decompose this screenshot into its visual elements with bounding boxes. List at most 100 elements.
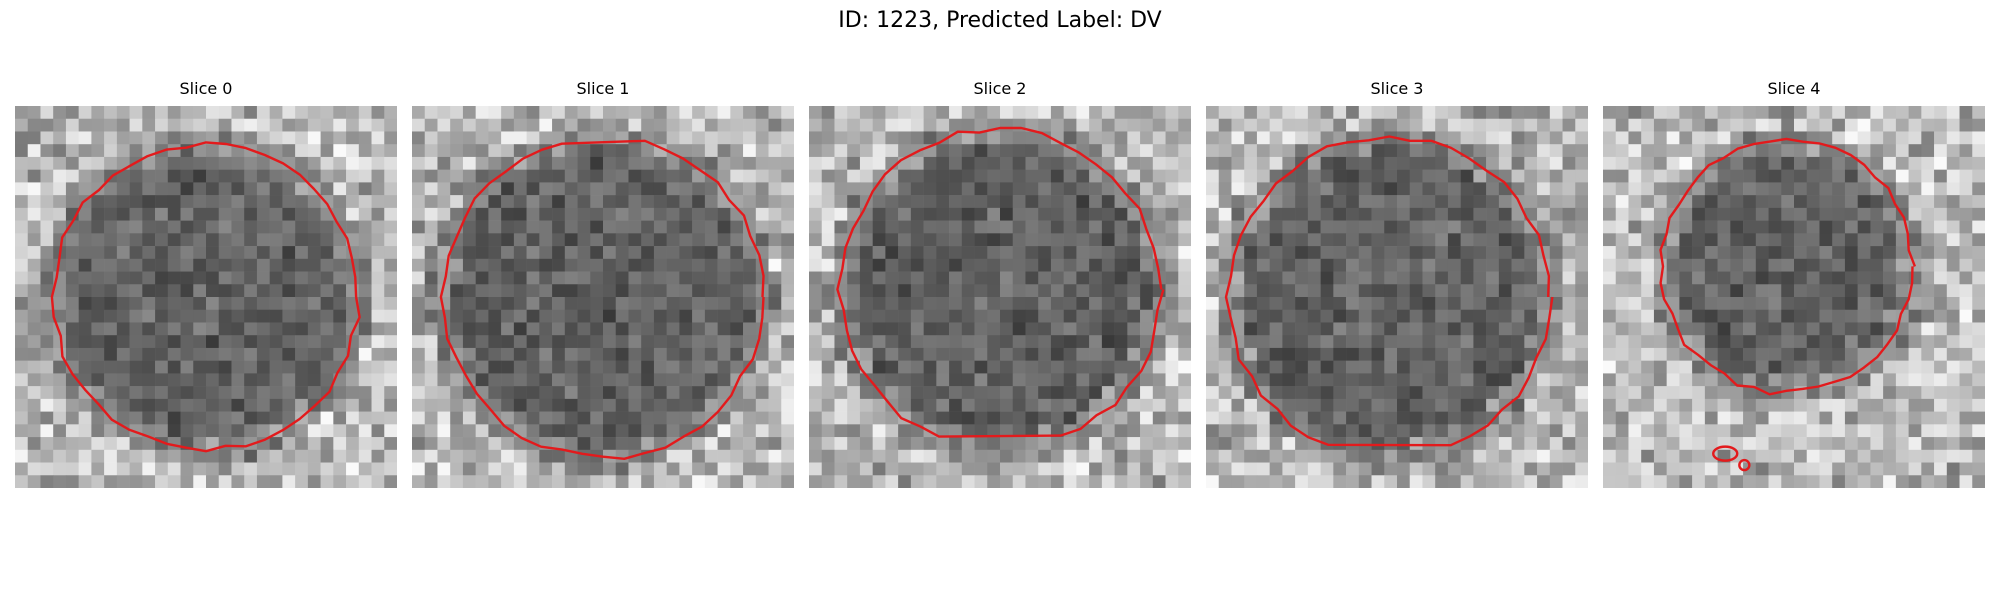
pixel	[424, 233, 438, 247]
pixel	[116, 449, 130, 463]
pixel	[1165, 347, 1179, 361]
pixel	[371, 386, 385, 400]
pixel	[1295, 118, 1309, 132]
pixel	[501, 220, 515, 234]
pixel	[40, 347, 54, 361]
pixel	[653, 169, 667, 183]
pixel	[949, 220, 963, 234]
pixel	[424, 182, 438, 196]
pixel	[1511, 220, 1525, 234]
pixel	[1358, 475, 1372, 488]
pixel	[1603, 246, 1617, 260]
pixel	[437, 271, 451, 285]
pixel	[974, 258, 988, 272]
pixel	[1959, 411, 1973, 425]
pixel	[1743, 284, 1757, 298]
pixel	[768, 284, 782, 298]
pixel	[1384, 449, 1398, 463]
pixel	[885, 258, 899, 272]
pixel	[1934, 195, 1948, 209]
pixel	[1346, 258, 1360, 272]
pixel	[910, 335, 924, 349]
pixel	[1934, 475, 1948, 488]
pixel	[1346, 118, 1360, 132]
pixel	[1460, 309, 1474, 323]
pixel	[282, 233, 296, 247]
pixel	[1537, 386, 1551, 400]
pixel	[1806, 309, 1820, 323]
pixel	[1844, 449, 1858, 463]
pixel	[155, 169, 169, 183]
pixel	[1857, 258, 1871, 272]
pixel	[603, 347, 617, 361]
pixel	[539, 284, 553, 298]
pixel	[1295, 347, 1309, 361]
pixel	[1409, 424, 1423, 438]
pixel	[577, 233, 591, 247]
pixel	[1165, 195, 1179, 209]
pixel	[603, 297, 617, 311]
pixel	[666, 386, 680, 400]
pixel	[1755, 220, 1769, 234]
pixel	[1857, 437, 1871, 451]
pixel	[1806, 220, 1820, 234]
pixel	[641, 156, 655, 170]
pixel	[155, 207, 169, 221]
pixel	[1307, 284, 1321, 298]
pixel	[269, 195, 283, 209]
pixel	[1333, 284, 1347, 298]
pixel	[333, 411, 347, 425]
pixel	[256, 258, 270, 272]
pixel	[743, 195, 757, 209]
pixel	[1628, 449, 1642, 463]
pixel	[1603, 106, 1617, 120]
pixel	[539, 335, 553, 349]
pixel	[1422, 258, 1436, 272]
pixel	[1447, 271, 1461, 285]
pixel	[1704, 118, 1718, 132]
pixel	[1653, 398, 1667, 412]
pixel	[1806, 437, 1820, 451]
pixel	[1486, 386, 1500, 400]
pixel	[1025, 118, 1039, 132]
pixel	[821, 246, 835, 260]
pixel	[1422, 144, 1436, 158]
pixel	[821, 475, 835, 488]
pixel	[1832, 335, 1846, 349]
pixel	[1025, 335, 1039, 349]
pixel	[320, 144, 334, 158]
pixel	[1101, 475, 1115, 488]
pixel	[155, 373, 169, 387]
pixel	[949, 207, 963, 221]
pixel	[1679, 411, 1693, 425]
pixel	[1244, 258, 1258, 272]
pixel	[526, 195, 540, 209]
pixel	[1603, 182, 1617, 196]
pixel	[910, 398, 924, 412]
pixel	[834, 437, 848, 451]
pixel	[949, 347, 963, 361]
pixel	[781, 398, 794, 412]
pixel	[269, 335, 283, 349]
pixel	[1511, 398, 1525, 412]
pixel	[1755, 322, 1769, 336]
pixel	[40, 373, 54, 387]
pixel	[475, 360, 489, 374]
pixel	[180, 195, 194, 209]
pixel	[488, 106, 502, 120]
pixel	[1883, 118, 1897, 132]
pixel	[1384, 475, 1398, 488]
pixel	[949, 398, 963, 412]
pixel	[1012, 258, 1026, 272]
pixel	[91, 475, 105, 488]
pixel	[320, 322, 334, 336]
pixel	[1603, 118, 1617, 132]
pixel	[462, 258, 476, 272]
pixel	[450, 322, 464, 336]
pixel	[961, 347, 975, 361]
pixel	[781, 424, 794, 438]
pixel	[1460, 118, 1474, 132]
pixel	[27, 182, 41, 196]
pixel	[1692, 475, 1706, 488]
pixel	[961, 246, 975, 260]
